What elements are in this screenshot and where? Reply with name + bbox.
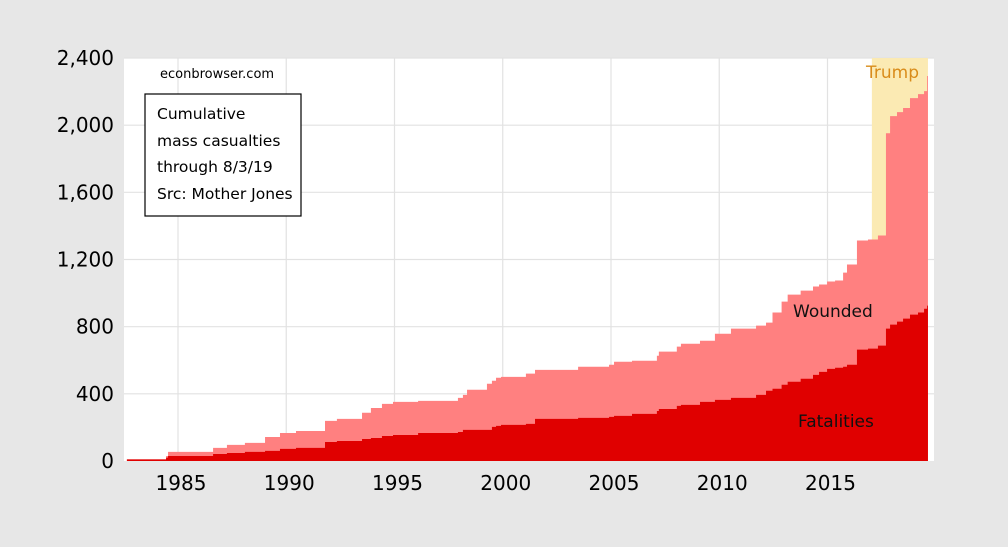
x-tick-label: 1990 (264, 471, 315, 495)
y-tick-label: 1,200 (57, 248, 114, 272)
y-tick-label: 0 (101, 449, 114, 473)
x-tick-label: 2010 (697, 471, 748, 495)
fatalities-label: Fatalities (798, 412, 874, 432)
annotation-box (144, 93, 302, 217)
x-axis-ticks: 1985 1990 1995 2000 2005 2010 2015 (156, 471, 856, 495)
wounded-area (126, 75, 928, 461)
fatalities-area (126, 305, 928, 461)
y-tick-label: 1,600 (57, 180, 114, 204)
x-tick-label: 2015 (805, 471, 856, 495)
trump-label: Trump (865, 63, 919, 83)
annotation-line-3: through 8/3/19 (157, 158, 273, 176)
y-axis-ticks: 0 400 800 1,200 1,600 2,000 2,400 (57, 46, 114, 473)
x-tick-label: 1995 (372, 471, 423, 495)
annotation-line-1: Cumulative (157, 105, 245, 123)
x-tick-label: 2005 (589, 471, 640, 495)
wounded-label: Wounded (793, 302, 873, 322)
y-tick-label: 2,400 (57, 46, 114, 70)
annotation-line-4: Src: Mother Jones (157, 185, 293, 203)
y-tick-label: 400 (76, 382, 114, 406)
x-tick-label: 2000 (480, 471, 531, 495)
y-tick-label: 2,000 (57, 113, 114, 137)
y-tick-label: 800 (76, 315, 114, 339)
source-note: econbrowser.com (160, 67, 274, 82)
x-tick-label: 1985 (156, 471, 207, 495)
annotation-line-2: mass casualties (157, 132, 280, 150)
